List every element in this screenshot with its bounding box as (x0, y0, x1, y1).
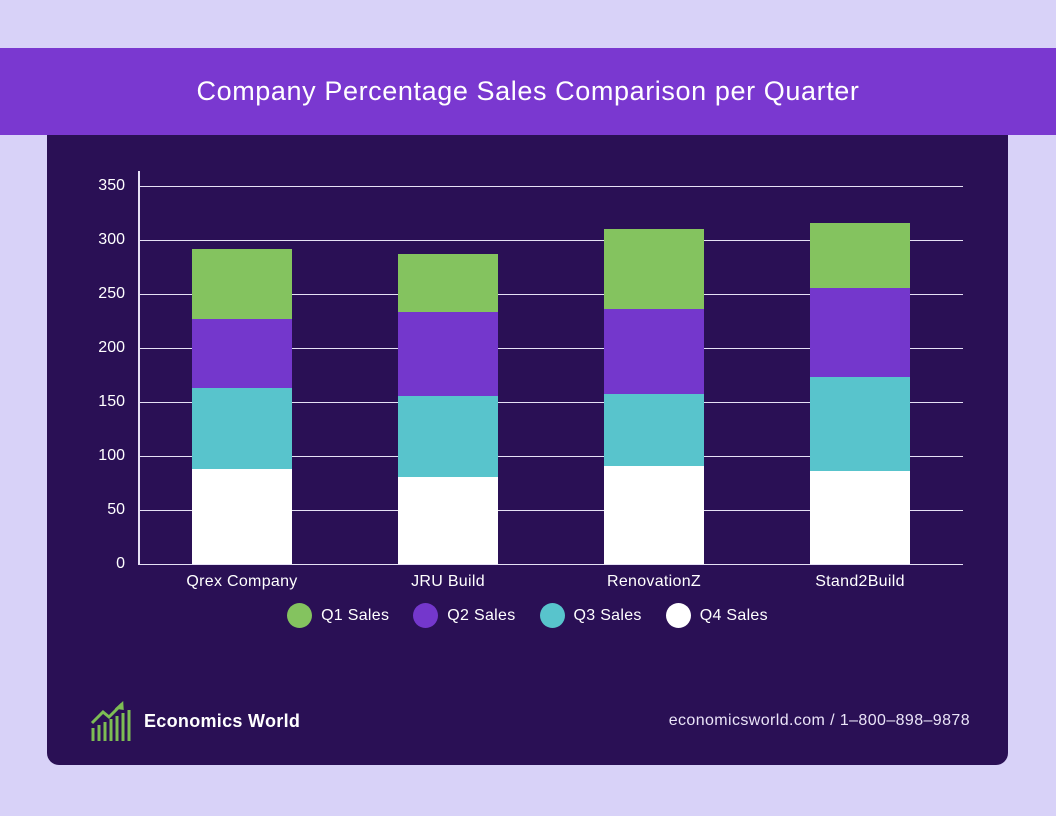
x-tick-label: RenovationZ (606, 573, 702, 590)
stacked-bar-qrex-company (192, 248, 292, 564)
bar-segment-q4-sales (398, 476, 498, 564)
growth-bar-chart-arrow-icon (90, 701, 131, 741)
gridline-250 (139, 293, 963, 295)
page-title: Company Percentage Sales Comparison per … (196, 76, 860, 106)
bar-segment-q3-sales (398, 395, 498, 477)
legend-swatch-icon (539, 603, 565, 628)
legend-label: Q3 Sales (573, 606, 642, 624)
chart-footer: Economics World economicsworld.com / 1–8… (90, 699, 970, 743)
bar-segment-q4-sales (810, 471, 910, 564)
y-axis-line (138, 171, 140, 565)
y-tick-label: 50 (107, 501, 125, 518)
y-tick-label: 100 (98, 447, 125, 464)
legend-label: Q4 Sales (699, 606, 768, 624)
bar-segment-q2-sales (604, 309, 704, 395)
bar-segment-q1-sales (604, 229, 704, 310)
chart-card: Q1 Sales Q2 Sales Q3 Sales Q4 Sales Economi… (47, 135, 1008, 765)
bar-segment-q1-sales (810, 222, 910, 288)
bar-segment-q4-sales (604, 465, 704, 564)
y-tick-label: 300 (98, 231, 125, 248)
brand-name: Economics World (144, 710, 301, 731)
gridline-200 (139, 347, 963, 349)
bar-segment-q2-sales (810, 287, 910, 378)
legend-label: Q2 Sales (447, 606, 516, 624)
gridline-150 (139, 401, 963, 403)
chart-legend: Q1 Sales Q2 Sales Q3 Sales Q4 Sales (47, 603, 1008, 628)
gridline-0 (139, 563, 963, 565)
bar-segment-q3-sales (604, 394, 704, 466)
plot-area (139, 185, 963, 565)
bar-segment-q2-sales (398, 312, 498, 396)
legend-swatch-icon (665, 603, 691, 628)
x-tick-label: JRU Build (411, 573, 485, 590)
bar-segment-q3-sales (192, 387, 292, 469)
legend-label: Q1 Sales (321, 606, 390, 624)
title-band: Company Percentage Sales Comparison per … (0, 48, 1056, 135)
bar-segment-q3-sales (810, 377, 910, 472)
legend-item-q1-sales: Q1 Sales (287, 603, 389, 628)
brand: Economics World (90, 701, 300, 741)
legend-swatch-icon (287, 603, 313, 628)
y-tick-label: 150 (98, 393, 125, 410)
bar-segment-q4-sales (192, 468, 292, 564)
legend-item-q3-sales: Q3 Sales (539, 603, 642, 628)
legend-swatch-icon (413, 603, 439, 628)
stacked-bar-jru-build (398, 254, 498, 564)
y-tick-label: 250 (98, 285, 125, 302)
y-tick-label: 0 (116, 555, 125, 572)
contact-info: economicsworld.com / 1–800–898–9878 (668, 712, 970, 729)
x-tick-label: Qrex Company (186, 573, 298, 590)
stacked-bar-stand2build (810, 222, 910, 564)
x-tick-label: Stand2Build (815, 573, 905, 590)
legend-item-q4-sales: Q4 Sales (665, 603, 768, 628)
y-tick-label: 350 (98, 177, 125, 194)
y-tick-label: 200 (98, 339, 125, 356)
bar-segment-q2-sales (192, 318, 292, 388)
legend-item-q2-sales: Q2 Sales (413, 603, 515, 628)
stacked-bar-renovationz (604, 229, 704, 564)
bar-segment-q1-sales (398, 254, 498, 313)
gridline-100 (139, 455, 963, 457)
bar-segment-q1-sales (192, 248, 292, 319)
gridline-350 (139, 185, 963, 187)
gridline-300 (139, 239, 963, 241)
gridline-50 (139, 509, 963, 511)
